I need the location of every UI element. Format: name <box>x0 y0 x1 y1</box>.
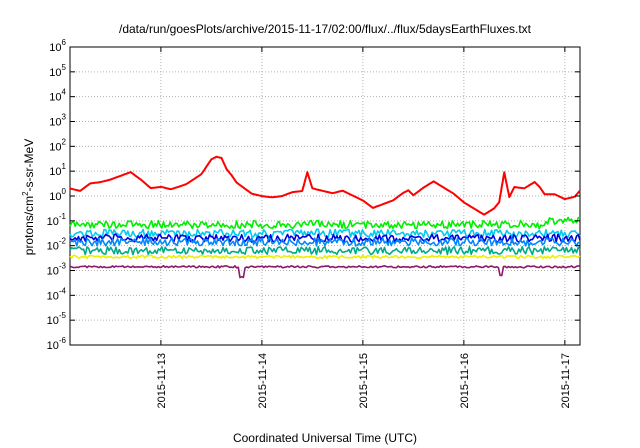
x-axis-ticks: 2015-11-13 2015-11-14 2015-11-15 2015-11-16… <box>156 47 572 408</box>
y-tick-label: 10-3 <box>47 262 67 278</box>
y-axis-ticks: 10-6 10-5 10-4 10-3 10-2 10-1 100 101 102 103 104 1… <box>47 38 580 352</box>
series-line-1 <box>69 155 581 216</box>
x-tick-label: 2015-11-17 <box>560 353 572 408</box>
y-tick-label: 10-2 <box>47 237 67 253</box>
y-tick-label: 106 <box>49 38 66 54</box>
series-line-6 <box>69 245 581 256</box>
series-line-8 <box>69 265 581 279</box>
chart-title: /data/run/goesPlots/archive/2015-11-17/0… <box>119 22 532 36</box>
x-axis-label: Coordinated Universal Time (UTC) <box>233 431 417 445</box>
grid-lines <box>70 47 580 345</box>
series-group <box>69 155 581 279</box>
y-tick-label: 103 <box>49 113 66 129</box>
y-tick-label: 10-4 <box>47 286 67 302</box>
series-line-7 <box>69 254 581 260</box>
x-tick-label: 2015-11-15 <box>358 353 370 408</box>
x-tick-label: 2015-11-16 <box>459 353 471 408</box>
series-line-3 <box>69 228 581 238</box>
y-tick-label: 101 <box>49 162 66 178</box>
y-tick-label: 104 <box>49 88 66 104</box>
y-tick-label: 10-6 <box>47 336 67 352</box>
series-line-5 <box>69 237 581 247</box>
x-tick-label: 2015-11-14 <box>257 353 269 408</box>
y-tick-label: 102 <box>49 137 66 153</box>
y-axis-label: protons/cm2-s-sr-MeV <box>21 139 36 255</box>
series-line-2 <box>69 216 581 230</box>
x-tick-label: 2015-11-13 <box>156 353 168 408</box>
y-tick-label: 10-1 <box>47 212 67 228</box>
y-tick-label: 100 <box>49 187 66 203</box>
y-tick-label: 105 <box>49 63 66 79</box>
y-tick-label: 10-5 <box>47 311 67 327</box>
